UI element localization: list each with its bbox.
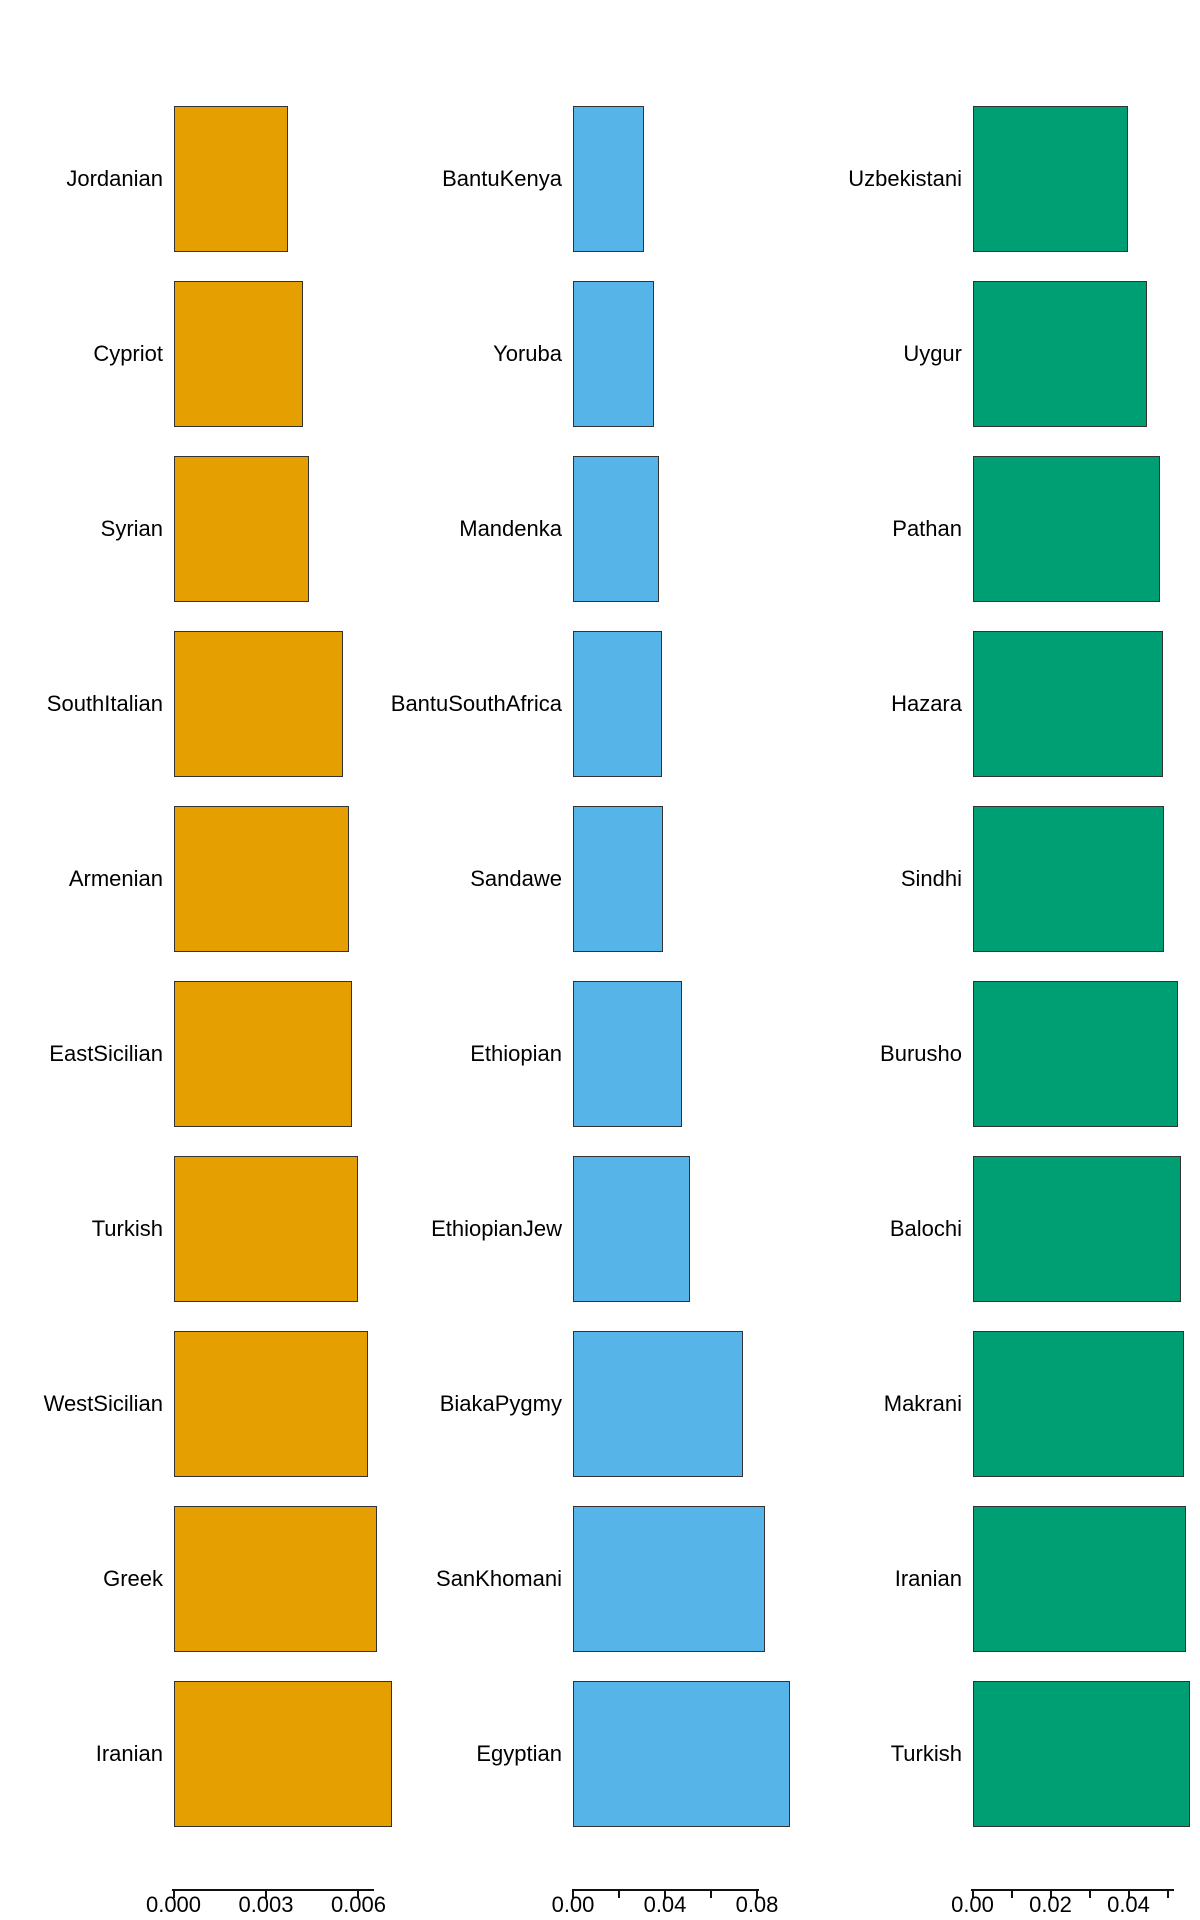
category-label: EthiopianJew xyxy=(431,1216,562,1241)
category-label: Mandenka xyxy=(459,516,562,541)
category-label: Greek xyxy=(103,1566,163,1591)
category-label: SanKhomani xyxy=(436,1566,562,1591)
bar xyxy=(573,806,664,952)
category-label: Cypriot xyxy=(93,341,163,366)
bar xyxy=(573,1156,690,1302)
x-axis-tick-label: 0.00 xyxy=(951,1892,994,1917)
category-label: SouthItalian xyxy=(46,691,163,716)
x-axis-tick-label: 0.000 xyxy=(145,1892,202,1917)
x-axis-line xyxy=(971,1889,1174,1891)
x-axis-minor-tick xyxy=(618,1891,620,1898)
x-axis-tick xyxy=(264,1891,267,1898)
bar xyxy=(972,106,1129,252)
category-label: Hazara xyxy=(891,691,962,716)
category-label: WestSicilian xyxy=(43,1391,163,1416)
x-axis-tick-label: 0.04 xyxy=(643,1892,687,1917)
category-label: Armenian xyxy=(68,866,163,891)
x-axis-tick-label: 0.02 xyxy=(1029,1892,1072,1917)
category-label: Uzbekistani xyxy=(848,166,962,191)
bar xyxy=(573,456,659,602)
category-label: Iranian xyxy=(95,1741,163,1766)
x-axis-tick xyxy=(572,1891,574,1898)
bar xyxy=(173,106,288,252)
bar xyxy=(573,106,645,252)
x-axis-tick-label: 0.00 xyxy=(551,1892,595,1917)
category-label: BantuKenya xyxy=(442,166,562,191)
x-axis-tick xyxy=(756,1891,758,1898)
category-label: Syrian xyxy=(100,516,163,541)
bar xyxy=(173,1681,393,1827)
x-axis-line xyxy=(572,1889,759,1891)
category-label: BiakaPygmy xyxy=(439,1391,562,1416)
x-axis-line xyxy=(172,1889,374,1891)
bar xyxy=(573,1506,765,1652)
bar xyxy=(573,1681,790,1827)
bar xyxy=(972,1331,1184,1477)
bar xyxy=(972,1156,1182,1302)
bar xyxy=(573,981,683,1127)
category-label: Turkish xyxy=(91,1216,163,1241)
category-label: Ethiopian xyxy=(470,1041,562,1066)
category-label: Yoruba xyxy=(493,341,562,366)
bar xyxy=(972,1681,1191,1827)
bar xyxy=(173,281,303,427)
x-axis-minor-tick xyxy=(1166,1891,1169,1898)
bar xyxy=(173,1506,377,1652)
bar xyxy=(972,281,1147,427)
category-label: Uygur xyxy=(903,341,962,366)
category-label: Sindhi xyxy=(900,866,962,891)
x-axis-tick xyxy=(1127,1891,1130,1898)
x-axis-tick xyxy=(172,1891,175,1898)
category-label: BantuSouthAfrica xyxy=(390,691,562,716)
bar xyxy=(173,806,350,952)
x-axis-tick xyxy=(1049,1891,1052,1898)
bar xyxy=(173,456,310,602)
bar xyxy=(173,1156,359,1302)
category-label: EastSicilian xyxy=(49,1041,163,1066)
x-axis-tick-label: 0.04 xyxy=(1107,1892,1150,1917)
x-axis-tick-label: 0.006 xyxy=(330,1892,387,1917)
category-label: Sandawe xyxy=(470,866,562,891)
bar xyxy=(573,281,655,427)
bar xyxy=(972,1506,1186,1652)
category-label: Balochi xyxy=(889,1216,962,1241)
category-label: Jordanian xyxy=(66,166,163,191)
x-axis-minor-tick xyxy=(1010,1891,1013,1898)
x-axis-minor-tick xyxy=(1088,1891,1091,1898)
bar xyxy=(573,631,662,777)
bar xyxy=(173,981,353,1127)
bar xyxy=(173,631,344,777)
x-axis-tick-label: 0.003 xyxy=(238,1892,294,1917)
x-axis-minor-tick xyxy=(710,1891,712,1898)
bar xyxy=(972,981,1179,1127)
bar xyxy=(573,1331,743,1477)
x-axis-tick xyxy=(357,1891,360,1898)
category-label: Makrani xyxy=(883,1391,962,1416)
bar xyxy=(972,806,1164,952)
category-label: Burusho xyxy=(880,1041,962,1066)
category-label: Iranian xyxy=(894,1566,962,1591)
category-label: Egyptian xyxy=(476,1741,562,1766)
bar xyxy=(173,1331,368,1477)
category-label: Turkish xyxy=(890,1741,962,1766)
x-axis-tick xyxy=(664,1891,666,1898)
x-axis-tick xyxy=(971,1891,974,1898)
bar xyxy=(972,456,1161,602)
bar xyxy=(972,631,1163,777)
x-axis-tick-label: 0.08 xyxy=(735,1892,779,1917)
category-label: Pathan xyxy=(892,516,962,541)
